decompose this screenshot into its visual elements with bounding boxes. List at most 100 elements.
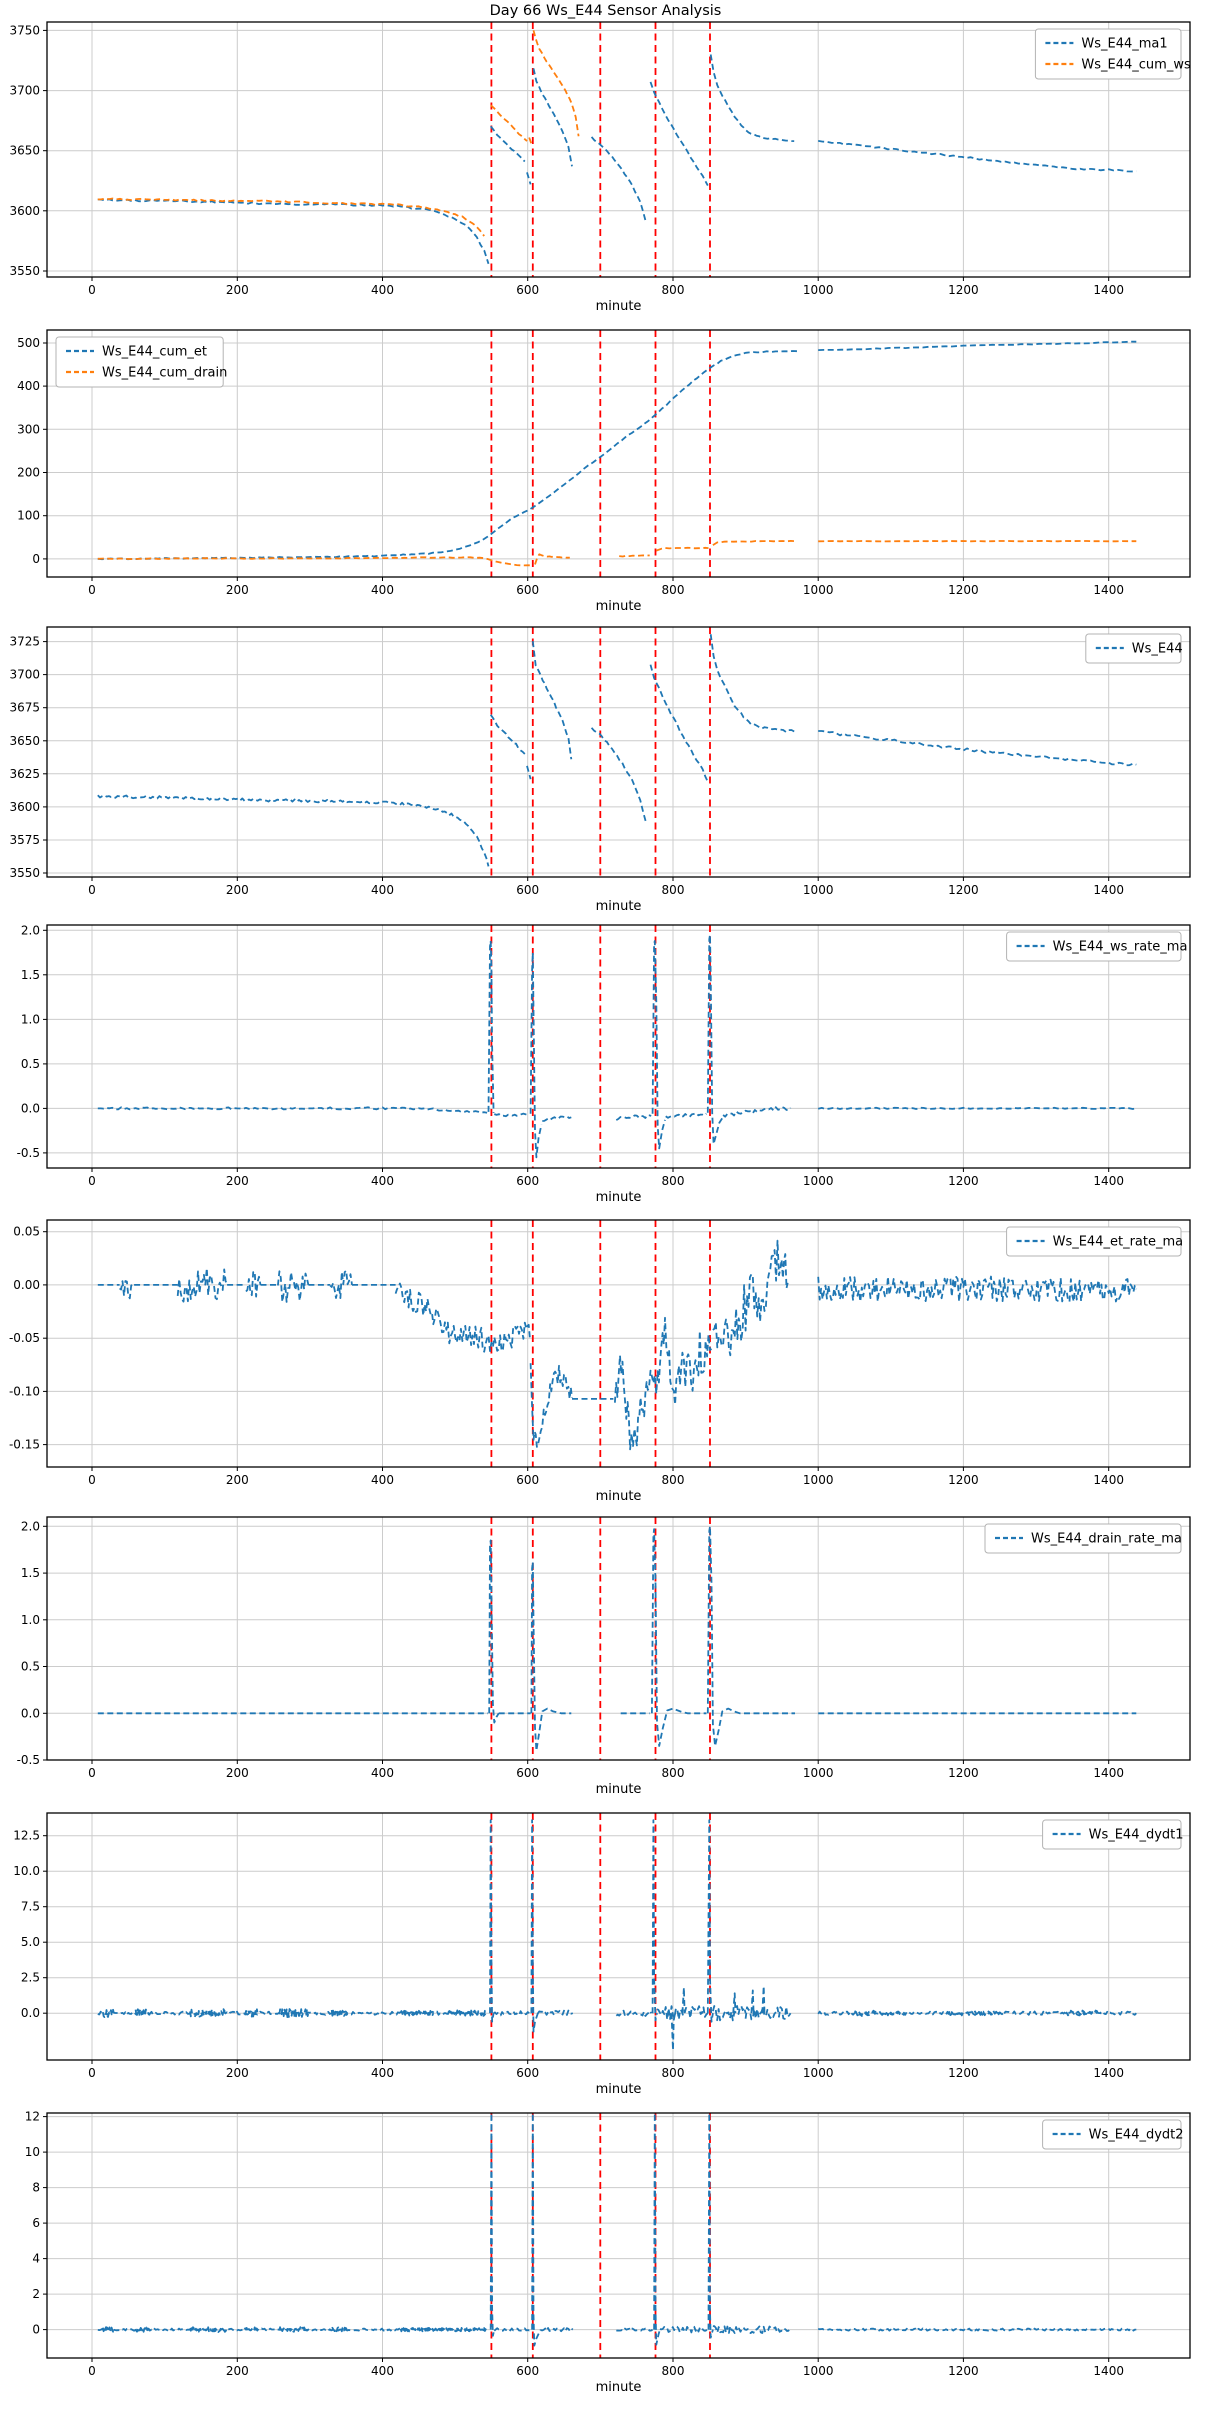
subplot-raw: 0 200 400 600 800 1000 1200 1400minute355035753…	[9, 626, 1191, 914]
svg-text:3675: 3675	[9, 701, 40, 715]
svg-text:0: 0	[88, 283, 96, 297]
event-vlines	[490, 627, 711, 877]
svg-text:400: 400	[371, 2066, 394, 2080]
gridlines	[47, 2113, 1190, 2358]
svg-text:10.0: 10.0	[13, 1864, 40, 1878]
svg-text:3725: 3725	[9, 635, 40, 649]
svg-text:2: 2	[32, 2287, 40, 2301]
svg-text:1000: 1000	[803, 583, 834, 597]
legend-label: Ws_E44_ws_rate_ma	[1053, 940, 1188, 955]
svg-text:1400: 1400	[1093, 1473, 1124, 1487]
y-axis: 0 100 200 300 400 500	[17, 336, 47, 566]
svg-text:200: 200	[226, 2364, 249, 2378]
y-axis: 3550 3600 3650 3700 3750	[9, 23, 47, 278]
svg-text:3600: 3600	[9, 204, 40, 218]
svg-text:12.5: 12.5	[13, 1829, 40, 1843]
event-vlines	[490, 1813, 711, 2060]
svg-text:1000: 1000	[803, 883, 834, 897]
series-Ws_E44_ma1	[97, 54, 1137, 265]
svg-text:3600: 3600	[9, 800, 40, 814]
svg-text:400: 400	[371, 883, 394, 897]
series-Ws_E44	[97, 634, 1137, 867]
x-axis-label: minute	[596, 1489, 642, 1504]
svg-text:800: 800	[662, 583, 685, 597]
svg-text:1400: 1400	[1093, 2066, 1124, 2080]
subplot-ma1-cum-ws: 0 200 400 600 800 1000 1200 1400minute355036003…	[9, 21, 1191, 314]
legend: Ws_E44	[1085, 633, 1183, 664]
legend: Ws_E44_cum_et Ws_E44_cum_drain	[55, 336, 227, 388]
y-axis: -0.15 -0.10 -0.05 0.00 0.05	[9, 1225, 47, 1452]
svg-text:600: 600	[516, 1473, 539, 1487]
legend-label: Ws_E44_cum_et	[102, 345, 207, 360]
svg-text:1000: 1000	[803, 1766, 834, 1780]
svg-text:1200: 1200	[948, 1766, 979, 1780]
svg-text:200: 200	[226, 2066, 249, 2080]
svg-text:1.0: 1.0	[21, 1012, 40, 1026]
y-axis: -0.5 0.0 0.5 1.0 1.5 2.0	[17, 1519, 47, 1767]
svg-text:200: 200	[226, 283, 249, 297]
legend: Ws_E44_drain_rate_ma	[984, 1523, 1182, 1554]
svg-text:600: 600	[516, 583, 539, 597]
svg-text:3575: 3575	[9, 833, 40, 847]
y-axis: 3550 3575 3600 3625 3650 3675 3700 3725	[9, 635, 47, 880]
subplot-dydt2: 0 200 400 600 800 1000 1200 1400 minute 0 2 4 6 8 10 12…	[25, 2110, 1191, 2395]
gridlines	[47, 627, 1190, 877]
svg-text:0: 0	[88, 2066, 96, 2080]
svg-text:3625: 3625	[9, 767, 40, 781]
svg-text:6: 6	[32, 2216, 40, 2230]
svg-text:3550: 3550	[9, 264, 40, 278]
legend-label: Ws_E44_et_rate_ma	[1053, 1235, 1184, 1250]
event-vlines	[490, 330, 711, 577]
svg-text:1200: 1200	[948, 583, 979, 597]
series-Ws_E44_et_rate_ma	[97, 1239, 1138, 1451]
x-axis-label: minute	[596, 599, 642, 614]
x-axis: 0 200 400 600 800 1000 1200 1400 minute	[88, 2358, 1124, 2395]
svg-text:300: 300	[17, 422, 40, 436]
svg-text:800: 800	[662, 2066, 685, 2080]
series-Ws_E44_drain_rate_ma	[97, 1525, 1137, 1752]
legend-label: Ws_E44_drain_rate_ma	[1031, 1532, 1182, 1547]
legend: Ws_E44_ws_rate_ma	[1006, 931, 1188, 962]
svg-text:200: 200	[226, 1473, 249, 1487]
svg-text:0: 0	[88, 1766, 96, 1780]
x-axis-label: minute	[596, 1190, 642, 1205]
svg-text:1400: 1400	[1093, 283, 1124, 297]
subplot-dydt1: 0 200 400 600 800 1000 1200 1400 minute 0.0 2.5 5.0…	[13, 1812, 1191, 2097]
svg-text:3650: 3650	[9, 144, 40, 158]
svg-text:12: 12	[25, 2110, 40, 2124]
svg-text:1400: 1400	[1093, 583, 1124, 597]
gridlines	[47, 330, 1190, 577]
svg-text:200: 200	[226, 583, 249, 597]
svg-text:-0.05: -0.05	[9, 1331, 40, 1345]
svg-text:1.5: 1.5	[21, 968, 40, 982]
gridlines	[47, 925, 1190, 1168]
x-axis: 0 200 400 600 800 1000 1200 1400 minute	[88, 877, 1124, 914]
svg-text:2.0: 2.0	[21, 923, 40, 937]
svg-text:600: 600	[516, 2066, 539, 2080]
svg-text:500: 500	[17, 336, 40, 350]
svg-text:-0.5: -0.5	[17, 1753, 40, 1767]
svg-text:1400: 1400	[1093, 2364, 1124, 2378]
svg-text:3650: 3650	[9, 734, 40, 748]
x-axis-label: minute	[596, 299, 642, 314]
svg-text:3700: 3700	[9, 668, 40, 682]
series-Ws_E44_ws_rate_ma	[97, 933, 1137, 1159]
svg-text:400: 400	[371, 1174, 394, 1188]
svg-text:0.5: 0.5	[21, 1057, 40, 1071]
svg-text:1000: 1000	[803, 2364, 834, 2378]
svg-text:2.5: 2.5	[21, 1971, 40, 1985]
x-axis: 0 200 400 600 800 1000 1200 1400 minute	[88, 1467, 1124, 1504]
svg-text:1200: 1200	[948, 2364, 979, 2378]
x-axis: 0 200 400 600 800 1000 1200 1400 minute	[88, 1760, 1124, 1797]
legend: Ws_E44_dydt1	[1042, 1819, 1184, 1850]
x-axis-label: minute	[596, 1782, 642, 1797]
series-Ws_E44_cum_drain	[97, 540, 1137, 567]
y-axis: 0 2 4 6 8 10 12	[25, 2110, 47, 2337]
event-vlines	[490, 1220, 711, 1467]
svg-text:1.0: 1.0	[21, 1613, 40, 1627]
svg-text:800: 800	[662, 1174, 685, 1188]
subplot-ws-rate-ma: 0 200 400 600 800 1000 1200 1400 minute -0.5 0.0 0.…	[17, 923, 1191, 1205]
svg-text:-0.5: -0.5	[17, 1146, 40, 1160]
